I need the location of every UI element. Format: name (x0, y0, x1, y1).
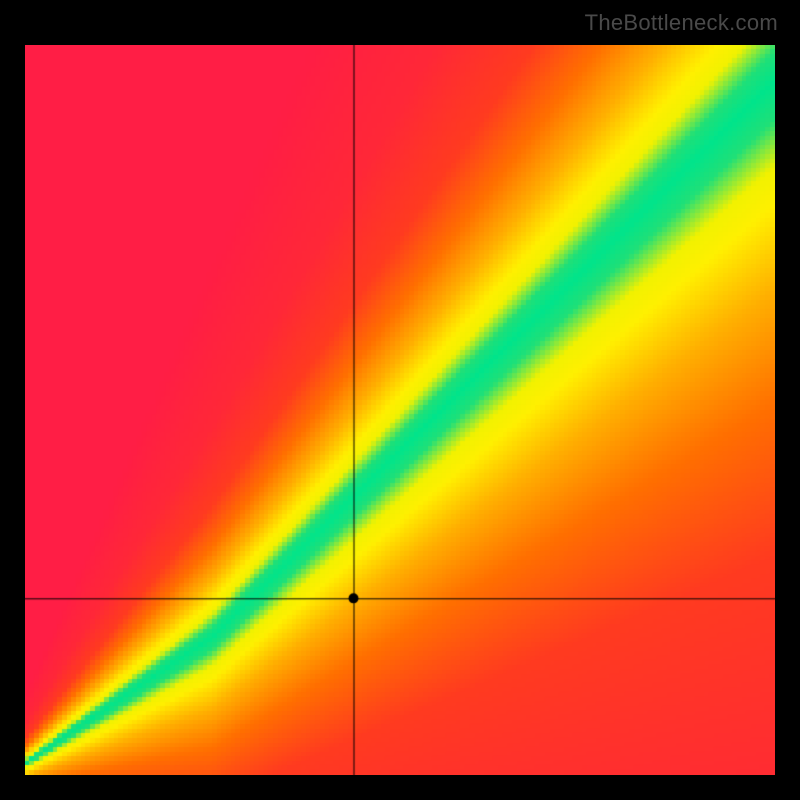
chart-container: TheBottleneck.com (0, 0, 800, 800)
watermark-text: TheBottleneck.com (585, 10, 778, 36)
heatmap-canvas (25, 45, 775, 775)
